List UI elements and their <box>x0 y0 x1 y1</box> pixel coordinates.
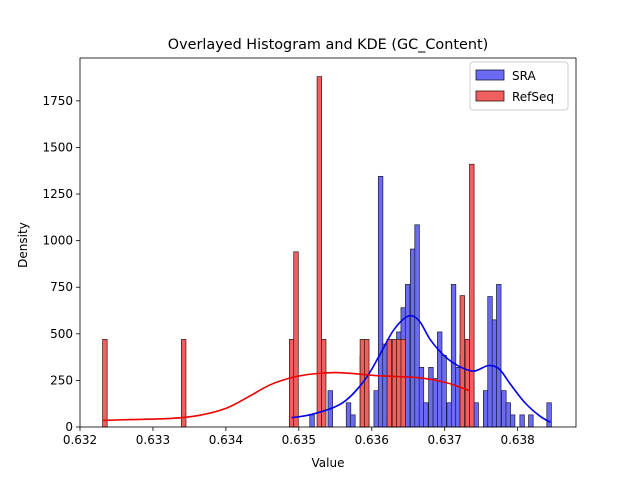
bar-sra-21 <box>437 331 443 428</box>
x-tick-label: 0.637 <box>428 433 462 447</box>
bar-sra-15 <box>410 248 416 428</box>
bar-refseq-7 <box>364 339 370 428</box>
x-tick-label: 0.638 <box>500 433 534 447</box>
bar-sra-23 <box>446 402 452 428</box>
bar-sra-38 <box>528 414 534 428</box>
bar-refseq-0 <box>102 339 108 428</box>
bar-sra-8 <box>377 175 384 428</box>
y-tick-label: 500 <box>50 327 73 341</box>
bar-sra-30 <box>483 390 489 428</box>
bar-refseq-8 <box>386 339 392 428</box>
x-tick-label: 0.635 <box>282 433 316 447</box>
bar-sra-35 <box>505 402 511 428</box>
bar-sra-4 <box>350 414 356 428</box>
axes-frame <box>79 57 577 428</box>
bar-refseq-13 <box>464 339 471 428</box>
chart-title: Overlayed Histogram and KDE (GC_Content) <box>168 37 488 53</box>
bar-sra-31 <box>487 296 493 428</box>
bar-sra-24 <box>450 284 457 428</box>
bar-sra-33 <box>496 284 502 428</box>
bar-refseq-12 <box>459 295 465 428</box>
x-axis-title: Value <box>312 456 345 470</box>
legend-swatch-refseq <box>475 90 505 102</box>
bar-sra-37 <box>519 414 525 428</box>
bar-sra-29 <box>473 402 479 428</box>
bar-sra-19 <box>428 367 434 428</box>
y-tick-label: 1500 <box>42 140 73 154</box>
x-tick-label: 0.633 <box>136 433 170 447</box>
bar-refseq-2 <box>288 339 295 428</box>
bar-sra-34 <box>501 390 507 428</box>
bar-sra-32 <box>491 319 498 428</box>
bar-sra-17 <box>418 367 425 428</box>
kde-line-sra <box>291 314 551 424</box>
bar-refseq-11 <box>400 339 406 428</box>
bar-sra-3 <box>345 402 352 428</box>
bar-sra-18 <box>423 402 429 428</box>
y-axis: 0 250 500 750 1000 1250 1500 1750 <box>42 94 80 434</box>
y-tick-label: 250 <box>50 373 73 387</box>
bar-sra-14 <box>404 284 411 428</box>
bar-refseq-9 <box>391 339 398 428</box>
legend: SRA RefSeq <box>469 61 569 111</box>
bar-sra-16 <box>414 224 420 428</box>
bar-sra-22 <box>441 354 447 428</box>
x-tick-label: 0.636 <box>355 433 389 447</box>
y-tick-label: 1750 <box>42 94 73 108</box>
kde-line-refseq <box>102 371 470 422</box>
y-tick-label: 750 <box>50 280 73 294</box>
bar-sra-36 <box>510 414 516 428</box>
bar-refseq-5 <box>321 339 327 428</box>
bar-refseq-14 <box>469 163 475 428</box>
x-axis: 0.632 0.633 0.634 0.635 0.636 0.637 0.638 <box>63 427 535 447</box>
y-tick-label: 0 <box>65 420 73 434</box>
x-tick-label: 0.632 <box>63 433 97 447</box>
bar-sra-9 <box>382 343 388 428</box>
legend-label-sra: SRA <box>512 69 536 83</box>
bar-refseq-3 <box>293 251 299 428</box>
bar-refseq-1 <box>181 339 187 428</box>
bar-sra-20 <box>432 378 438 428</box>
y-tick-label: 1000 <box>42 234 73 248</box>
x-tick-label: 0.634 <box>209 433 243 447</box>
bar-refseq-10 <box>396 339 402 428</box>
bar-sra-25 <box>455 367 461 428</box>
bar-refseq-4 <box>316 76 322 428</box>
bar-sra-7 <box>373 390 379 428</box>
y-tick-label: 1250 <box>42 187 73 201</box>
legend-swatch-sra <box>475 69 505 81</box>
plot-area <box>79 57 577 428</box>
y-axis-title: Density <box>16 222 30 268</box>
legend-label-refseq: RefSeq <box>512 90 554 104</box>
bar-sra-39 <box>546 402 552 428</box>
bar-sra-1 <box>309 414 315 428</box>
